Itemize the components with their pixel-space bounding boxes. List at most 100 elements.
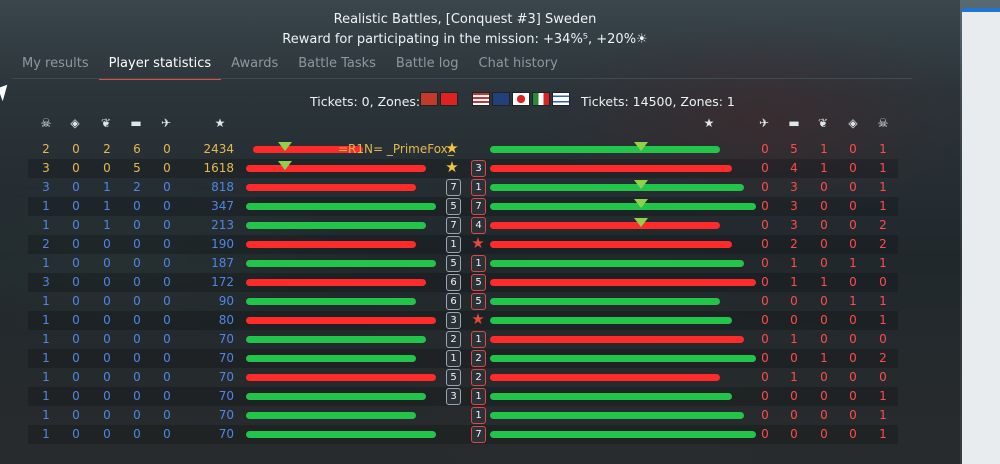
table-row[interactable]: 1 0 0 0 0 70 2 1 0 1 0 0 0 [28, 330, 898, 349]
right-stat-cell: 0 [849, 218, 857, 232]
left-score: 213 [211, 218, 234, 232]
vehicle-rank-badge: 3 [446, 388, 461, 405]
left-stat-cell: 1 [42, 408, 50, 422]
left-score: 70 [218, 427, 234, 441]
left-stat-cell: 0 [103, 294, 111, 308]
left-stat-cell: 0 [163, 408, 171, 422]
left-stat-cell: 0 [163, 351, 171, 365]
left-stat-cell: 0 [133, 237, 141, 251]
right-stat-cell: 0 [761, 180, 769, 194]
italy-flag-icon [532, 92, 550, 106]
right-stat-cell: 2 [879, 218, 887, 232]
right-stat-cell: 1 [820, 142, 828, 156]
right-stat-cell: 0 [761, 142, 769, 156]
left-stat-cell: 0 [72, 389, 80, 403]
right-stat-cell: 0 [820, 332, 828, 346]
vehicle-rank-badge: 5 [446, 369, 461, 386]
vehicle-rank-badge: 7 [446, 179, 461, 196]
tank-icon-right: ▬ [788, 116, 800, 130]
left-score: 2434 [203, 142, 234, 156]
right-stat-cell: 0 [790, 408, 798, 422]
table-row[interactable]: 1 0 0 0 0 70 1 0 0 0 0 1 [28, 406, 898, 425]
left-stat-cell: 0 [103, 275, 111, 289]
table-row[interactable]: 1 0 1 0 0 213 7 4 0 3 0 0 2 [28, 216, 898, 235]
right-stat-cell: 3 [790, 199, 798, 213]
redaction-scribble [490, 393, 732, 400]
right-stat-cell: 0 [761, 313, 769, 327]
left-stat-cell: 0 [133, 427, 141, 441]
left-stat-cell: 1 [42, 351, 50, 365]
left-stat-cell: 0 [103, 161, 111, 175]
table-row[interactable]: 1 0 1 0 0 347 5 7 0 3 0 0 1 [28, 197, 898, 216]
table-row[interactable]: 3 0 0 0 0 172 6 5 0 1 1 0 0 [28, 273, 898, 292]
tab-my-results[interactable]: My results [22, 56, 89, 71]
left-stat-cell: 0 [163, 256, 171, 270]
right-stat-cell: 0 [849, 180, 857, 194]
right-stat-cell: 0 [820, 370, 828, 384]
left-score: 80 [218, 313, 234, 327]
ussr-flag-icon [440, 92, 458, 106]
tab-bar: My results Player statistics Awards Batt… [12, 54, 568, 80]
left-stat-cell: 1 [42, 313, 50, 327]
left-stat-cell: 1 [42, 199, 50, 213]
right-stat-cell: 1 [879, 199, 887, 213]
left-stat-cell: 0 [163, 199, 171, 213]
right-stat-cell: 0 [761, 256, 769, 270]
player-name[interactable]: =R1N= _PrimeFox_ [338, 142, 454, 156]
right-stat-cell: 0 [761, 237, 769, 251]
redaction-scribble [490, 374, 720, 381]
right-stat-cell: 4 [790, 161, 798, 175]
table-row[interactable]: 1 0 0 0 0 70 3 1 0 0 0 0 1 [28, 387, 898, 406]
left-stat-cell: 2 [103, 142, 111, 156]
table-row[interactable]: 3 0 1 2 0 818 7 1 0 3 0 0 1 [28, 178, 898, 197]
tab-battle-log[interactable]: Battle log [395, 56, 459, 71]
right-stat-cell: 1 [879, 142, 887, 156]
left-stat-cell: 1 [42, 427, 50, 441]
tab-awards[interactable]: Awards [231, 56, 279, 71]
redaction-scribble [490, 241, 732, 248]
enemy-rank-chevron-icon [634, 218, 648, 227]
left-stat-cell: 0 [133, 275, 141, 289]
left-stat-cell: 0 [103, 313, 111, 327]
right-stat-cell: 0 [761, 161, 769, 175]
right-stat-cell: 1 [790, 275, 798, 289]
table-row[interactable]: 1 0 0 0 0 70 1 2 0 0 1 0 2 [28, 349, 898, 368]
redaction-scribble [490, 222, 720, 229]
tab-player-statistics[interactable]: Player statistics [98, 54, 222, 80]
table-row[interactable]: 1 0 0 0 0 70 5 2 0 1 0 0 0 [28, 368, 898, 387]
redaction-scribble [490, 431, 756, 438]
left-score: 187 [211, 256, 234, 270]
right-stat-cell: 0 [849, 427, 857, 441]
table-row[interactable]: 1 0 0 0 0 90 6 5 0 0 0 1 1 [28, 292, 898, 311]
tank-icon: ▬ [130, 116, 142, 130]
left-stat-cell: 0 [72, 180, 80, 194]
table-row[interactable]: 1 0 0 0 0 70 7 0 0 0 0 1 [28, 425, 898, 444]
table-row[interactable]: 1 0 0 0 0 80 3 ★ 0 0 0 0 1 [28, 311, 898, 330]
tab-battle-tasks[interactable]: Battle Tasks [298, 56, 376, 71]
right-stat-cell: 0 [879, 332, 887, 346]
right-stat-cell: 1 [849, 294, 857, 308]
redaction-scribble [490, 260, 744, 267]
table-row[interactable]: 2 0 0 0 0 190 1 ★ 0 2 0 0 2 [28, 235, 898, 254]
redaction-scribble [246, 317, 436, 324]
left-stat-cell: 0 [133, 389, 141, 403]
table-row[interactable]: 3 0 0 5 0 1618 ★ 3 0 4 1 0 1 [28, 159, 898, 178]
tab-chat-history[interactable]: Chat history [478, 56, 558, 71]
table-row[interactable]: 2 0 2 6 0 2434 =R1N= _PrimeFox_ ★ 0 5 1 0 1 [28, 140, 898, 159]
redaction-scribble [490, 355, 756, 362]
squad-leader-star-icon: ★ [445, 139, 459, 157]
left-stat-cell: 0 [163, 389, 171, 403]
left-stat-cell: 0 [103, 256, 111, 270]
redaction-scribble [490, 317, 732, 324]
redaction-scribble [246, 336, 426, 343]
squad-leader-star-icon: ★ [445, 158, 459, 176]
right-stat-cell: 0 [761, 275, 769, 289]
right-stat-cell: 1 [790, 370, 798, 384]
vehicle-rank-badge: 1 [446, 236, 461, 253]
diamond-icon: ◈ [70, 116, 80, 130]
left-score: 70 [218, 389, 234, 403]
table-row[interactable]: 1 0 0 0 0 187 5 1 0 1 0 1 1 [28, 254, 898, 273]
right-stat-cell: 0 [790, 389, 798, 403]
left-stat-cell: 2 [42, 237, 50, 251]
redaction-scribble [490, 412, 744, 419]
